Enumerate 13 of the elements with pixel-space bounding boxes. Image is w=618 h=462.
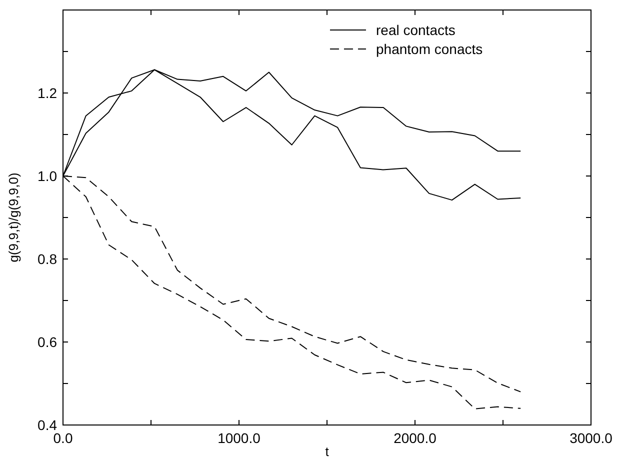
y-tick-label: 1.0 xyxy=(38,168,58,184)
x-tick-label: 3000.0 xyxy=(570,430,613,446)
y-tick-label: 1.2 xyxy=(38,84,58,101)
y-axis-title: g(9,9,t)/g(9,9,0) xyxy=(6,172,21,262)
legend-label: real contacts xyxy=(376,22,456,38)
x-tick-label: 1000.0 xyxy=(218,430,261,446)
x-axis-title: t xyxy=(325,444,330,459)
x-tick-label: 2000.0 xyxy=(394,430,437,446)
legend-label: phantom conacts xyxy=(376,40,483,57)
y-tick-label: 0.4 xyxy=(38,416,58,433)
x-tick-label: 0.0 xyxy=(53,430,73,446)
y-tick-label: 0.6 xyxy=(38,334,58,350)
y-tick-label: 0.8 xyxy=(38,250,58,267)
